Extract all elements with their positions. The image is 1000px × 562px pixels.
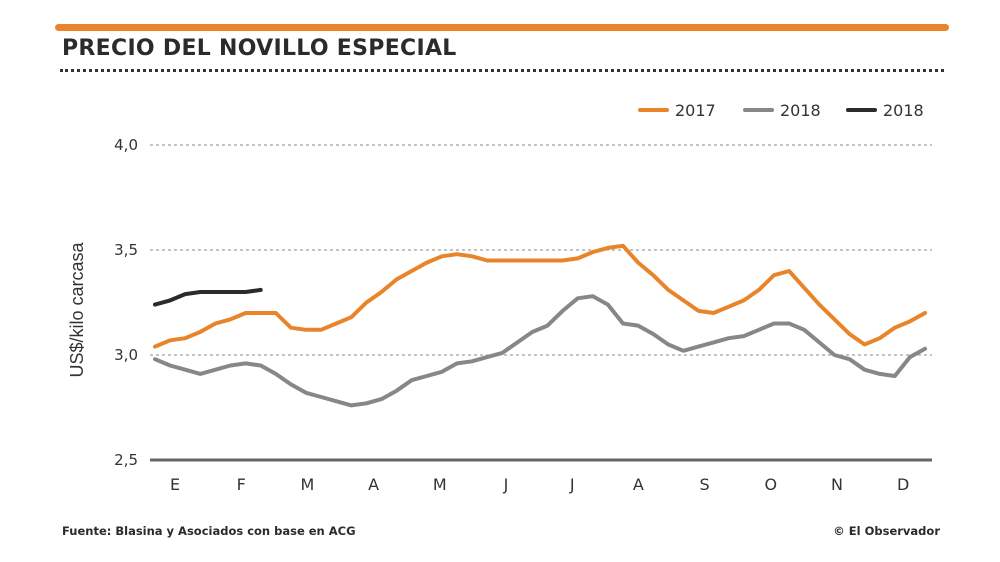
x-tick-label: S xyxy=(700,475,710,494)
x-tick-label: J xyxy=(503,475,509,494)
source-note: Fuente: Blasina y Asociados con base en … xyxy=(62,524,356,538)
legend-label: 2018 xyxy=(780,101,821,120)
x-tick-label: M xyxy=(433,475,447,494)
y-axis-label: US$/kilo carcasa xyxy=(67,241,87,377)
credit-note: © El Observador xyxy=(833,524,940,538)
x-tick-label: A xyxy=(368,475,379,494)
page-title: PRECIO DEL NOVILLO ESPECIAL xyxy=(62,36,457,61)
series-line-2018-1 xyxy=(153,294,927,408)
legend-label: 2017 xyxy=(675,101,716,120)
y-tick-label: 4,0 xyxy=(114,136,138,154)
x-tick-label: J xyxy=(569,475,575,494)
x-tick-label: A xyxy=(633,475,644,494)
series-line-2017-0 xyxy=(153,243,927,349)
x-tick-label: M xyxy=(300,475,314,494)
y-tick-label: 3,0 xyxy=(114,346,138,364)
header-accent-bar xyxy=(55,24,949,31)
y-tick-label: 2,5 xyxy=(114,451,138,469)
x-tick-label: F xyxy=(237,475,246,494)
series-line-2018-2 xyxy=(153,287,263,307)
x-tick-label: O xyxy=(765,475,778,494)
x-tick-label: E xyxy=(170,475,180,494)
legend-label: 2018 xyxy=(883,101,924,120)
x-tick-label: N xyxy=(831,475,843,494)
title-divider xyxy=(60,69,944,72)
y-tick-label: 3,5 xyxy=(114,241,138,259)
x-tick-label: D xyxy=(897,475,909,494)
